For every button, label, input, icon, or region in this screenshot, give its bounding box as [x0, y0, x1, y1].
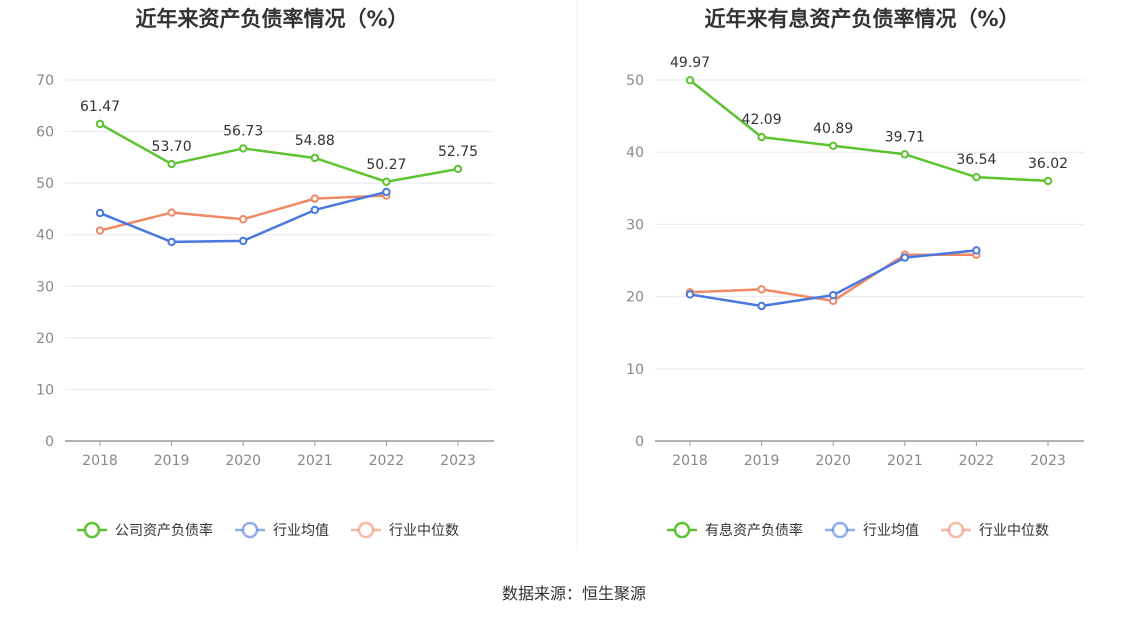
data-point-industry-mean — [685, 290, 695, 299]
data-label: 39.71 — [885, 129, 925, 145]
y-tick-label: 20 — [36, 331, 54, 347]
y-tick-label: 60 — [36, 125, 54, 141]
legend-label: 行业中位数 — [389, 523, 459, 539]
data-label: 50.27 — [366, 157, 406, 173]
x-tick-label: 2020 — [815, 453, 851, 469]
y-tick-label: 30 — [626, 217, 644, 233]
legend-label: 有息资产负债率 — [705, 522, 803, 539]
data-point-industry-mean — [829, 290, 838, 300]
x-tick-label: 2020 — [225, 453, 261, 469]
data-label: 53.70 — [152, 139, 192, 155]
data-point-industry-median — [239, 215, 248, 224]
legend-marker — [831, 521, 849, 539]
series-line-company — [689, 79, 1049, 183]
y-tick-label: 40 — [626, 145, 644, 161]
y-tick-label: 70 — [36, 73, 54, 89]
data-point-industry-median — [167, 208, 176, 217]
x-tick-label: 2019 — [154, 453, 190, 469]
legend-marker — [357, 521, 375, 539]
legend-item-industry-mean: 行业均值 — [235, 521, 329, 539]
series-line-industry-median — [99, 194, 387, 232]
legend-label: 公司资产负债率 — [115, 522, 213, 539]
y-tick-label: 40 — [36, 228, 54, 244]
chart-title: 近年来资产负债率情况（%） — [135, 7, 408, 31]
legend-item-industry-median: 行业中位数 — [941, 521, 1049, 539]
x-tick-label: 2019 — [744, 453, 780, 469]
y-tick-label: 50 — [36, 176, 54, 192]
data-point-industry-mean — [310, 205, 319, 215]
legend-item-industry-mean: 行业均值 — [825, 521, 919, 539]
data-point-industry-mean — [167, 237, 176, 247]
data-point-company — [382, 177, 391, 186]
legend-marker — [83, 521, 101, 539]
data-point-company — [453, 164, 463, 174]
x-tick-label: 2022 — [959, 453, 995, 469]
y-tick-label: 30 — [36, 279, 54, 295]
y-tick-label: 0 — [635, 434, 644, 450]
data-point-company — [310, 153, 319, 163]
y-tick-label: 0 — [45, 434, 54, 450]
data-point-industry-mean — [239, 236, 248, 246]
legend-label: 行业均值 — [863, 523, 919, 539]
legend-marker — [947, 521, 965, 539]
legend-marker — [673, 521, 691, 539]
data-point-company — [95, 119, 105, 129]
data-label: 42.09 — [742, 112, 782, 128]
data-label: 54.88 — [295, 133, 335, 149]
legend-label: 行业均值 — [273, 523, 329, 539]
chart-interest-bearing-debt-ratio: 近年来有息资产负债率情况（%） 0 10 20 30 40 50 2018 2019 2020 20… — [626, 7, 1084, 539]
data-point-company — [685, 76, 695, 85]
data-point-industry-mean — [95, 208, 105, 218]
data-point-industry-mean — [900, 253, 909, 262]
data-point-company — [167, 159, 176, 169]
data-point-company — [829, 141, 838, 150]
legend-item-industry-median: 行业中位数 — [351, 521, 459, 539]
y-tick-label: 50 — [626, 73, 644, 89]
data-point-industry-mean — [757, 301, 766, 311]
data-point-industry-mean — [972, 246, 981, 255]
data-point-company — [757, 132, 766, 142]
chart-title: 近年来有息资产负债率情况（%） — [704, 7, 1019, 31]
data-label: 36.02 — [1028, 156, 1068, 172]
y-tick-label: 20 — [626, 290, 644, 306]
series-line-company — [99, 122, 459, 184]
data-label: 61.47 — [80, 99, 120, 115]
x-tick-label: 2023 — [1030, 453, 1066, 469]
data-label: 56.73 — [223, 123, 263, 139]
data-point-company — [972, 172, 981, 182]
x-tick-label: 2018 — [82, 453, 118, 469]
legend-label: 行业中位数 — [979, 523, 1049, 539]
data-point-company — [900, 150, 909, 159]
data-point-industry-median — [310, 194, 319, 203]
data-label: 40.89 — [813, 121, 853, 137]
chart-debt-ratio: 近年来资产负债率情况（%） 0 10 20 30 40 50 60 70 2018 2019 2020… — [36, 7, 494, 539]
x-tick-label: 2021 — [297, 453, 333, 469]
data-point-industry-median — [757, 285, 766, 294]
legend-marker — [241, 521, 259, 539]
data-label: 49.97 — [670, 55, 710, 71]
data-point-company — [239, 144, 248, 153]
data-label: 36.54 — [956, 152, 996, 168]
y-tick-label: 10 — [36, 382, 54, 398]
data-point-industry-mean — [382, 187, 391, 197]
legend-item-company: 公司资产负债率 — [77, 521, 213, 539]
data-label: 52.75 — [438, 144, 478, 160]
x-tick-label: 2022 — [369, 453, 405, 469]
data-point-company — [1043, 176, 1053, 186]
legend-item-company: 有息资产负债率 — [667, 521, 803, 539]
data-source-note: 数据来源：恒生聚源 — [501, 584, 646, 603]
x-tick-label: 2018 — [672, 453, 708, 469]
data-point-industry-median — [95, 226, 105, 235]
y-tick-label: 10 — [626, 362, 644, 378]
x-tick-label: 2023 — [440, 453, 476, 469]
x-tick-label: 2021 — [887, 453, 923, 469]
